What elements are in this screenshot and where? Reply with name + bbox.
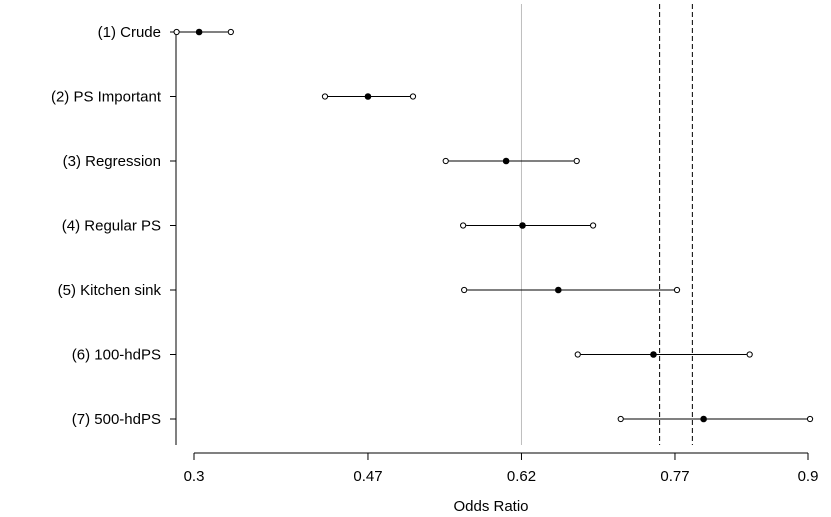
ci-lower-point <box>173 28 180 36</box>
x-tick-label: 0.9 <box>798 468 819 485</box>
ci-lower-point <box>574 351 581 358</box>
x-axis-title: Odds Ratio <box>453 498 528 515</box>
row-label: (1) Crude <box>98 24 161 41</box>
estimate-point <box>519 222 526 229</box>
row-3: (3) Regression <box>63 153 580 170</box>
row-4: (4) Regular PS <box>62 218 597 235</box>
ci-upper-point <box>673 286 681 294</box>
reference-lines <box>520 4 693 445</box>
ci-lower-point <box>460 222 467 229</box>
ci-lower-point <box>617 415 624 423</box>
estimate-point <box>364 93 372 100</box>
row-label: (5) Kitchen sink <box>58 282 162 299</box>
row-label: (3) Regression <box>63 153 161 170</box>
x-axis: 0.3 0.47 0.62 0.77 0.9 <box>184 453 819 485</box>
estimate-point <box>700 415 707 423</box>
row-label: (6) 100-hdPS <box>72 347 161 364</box>
row-1: (1) Crude <box>98 24 234 41</box>
x-tick-label: 0.77 <box>660 468 689 485</box>
ci-lower-point <box>461 286 468 294</box>
row-label: (2) PS Important <box>51 89 162 106</box>
estimate-point <box>502 157 510 165</box>
row-7: (7) 500-hdPS <box>72 411 814 428</box>
row-label: (7) 500-hdPS <box>72 411 161 428</box>
x-tick-label: 0.47 <box>353 468 382 485</box>
x-tick-label: 0.62 <box>507 468 536 485</box>
row-label: (4) Regular PS <box>62 218 161 235</box>
ci-upper-point <box>573 157 580 165</box>
estimate-point <box>195 28 203 36</box>
ci-upper-point <box>806 415 814 423</box>
ci-upper-point <box>227 28 234 36</box>
x-tick-label: 0.3 <box>184 468 205 485</box>
rows: (1) Crude (2) PS Important (3) Regression (… <box>51 24 814 428</box>
ci-lower-point <box>321 93 329 100</box>
row-5: (5) Kitchen sink <box>58 282 681 299</box>
estimate-point <box>650 351 657 358</box>
row-6: (6) 100-hdPS <box>72 347 753 364</box>
ci-upper-point <box>409 93 417 100</box>
ci-upper-point <box>746 351 753 358</box>
ci-lower-point <box>442 157 449 165</box>
ci-upper-point <box>590 222 597 229</box>
estimate-point <box>555 286 562 294</box>
row-2: (2) PS Important <box>51 89 417 106</box>
